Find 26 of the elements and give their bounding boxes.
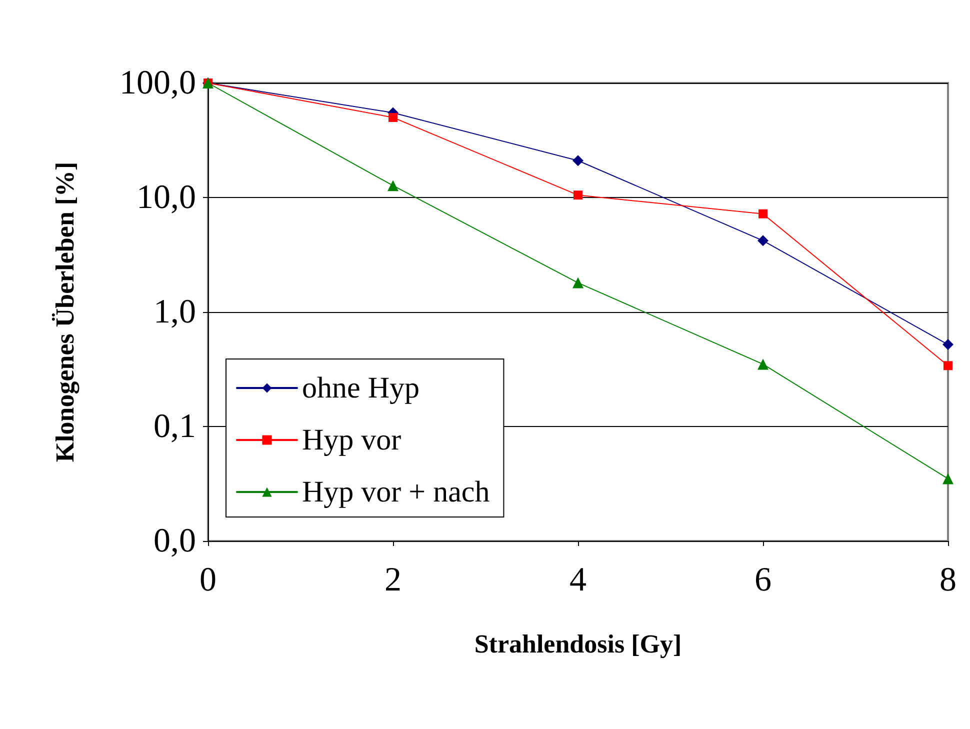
y-tick-label: 100,0	[120, 64, 196, 102]
y-tick-label: 1,0	[154, 294, 196, 330]
x-tick-label: 4	[570, 562, 586, 598]
point	[388, 112, 398, 122]
x-tick-label: 2	[384, 562, 402, 598]
x-tick-label: 8	[940, 562, 956, 598]
y-axis-title: Klonogenes Überleben [%]	[50, 162, 80, 462]
point	[942, 473, 954, 484]
legend-label: Hyp vor	[302, 424, 402, 456]
point	[758, 235, 768, 246]
legend-label: ohne Hyp	[302, 372, 420, 404]
point	[758, 209, 768, 218]
point	[944, 361, 952, 370]
point	[758, 358, 768, 370]
point	[572, 155, 584, 166]
point	[942, 339, 954, 350]
point	[572, 277, 584, 288]
x-axis-title: Strahlendosis [Gy]	[474, 630, 682, 658]
point	[574, 190, 582, 200]
x-tick-label: 0	[200, 562, 216, 598]
y-tick-label: 0,0	[154, 522, 196, 560]
y-tick-label: 0,1	[154, 408, 196, 445]
point	[388, 180, 398, 192]
legend-label: Hyp vor + nach	[302, 476, 490, 508]
x-tick-label: 6	[754, 562, 772, 598]
y-tick-label: 10,0	[136, 179, 196, 216]
